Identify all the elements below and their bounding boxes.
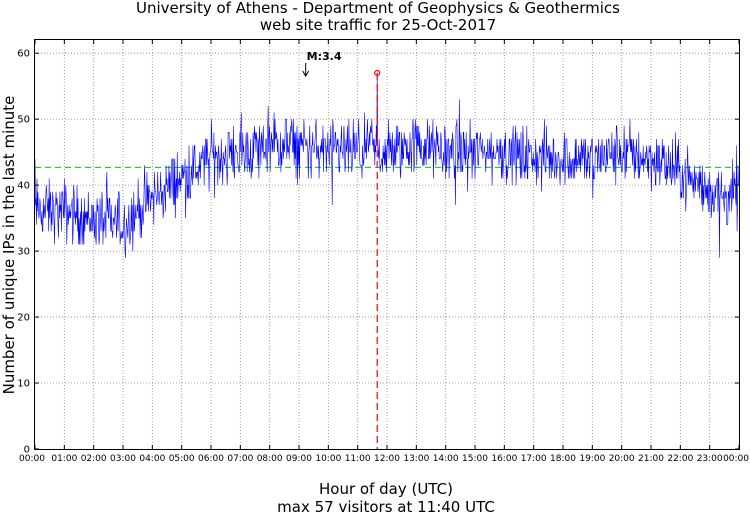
- plot-frame: [34, 39, 740, 450]
- x-tick-label: 04:00: [139, 454, 165, 464]
- y-tick-label: 40: [17, 181, 30, 192]
- x-tick-label: 05:00: [169, 454, 195, 464]
- x-tick-label: 13:00: [403, 454, 429, 464]
- x-tick-label: 14:00: [433, 454, 459, 464]
- y-tick-label: 50: [17, 115, 30, 126]
- x-tick-label: 21:00: [638, 454, 664, 464]
- chart-subtitle: web site traffic for 25-Oct-2017: [260, 16, 496, 34]
- x-tick-label: 23:00: [697, 454, 723, 464]
- data-series: [34, 72, 739, 258]
- x-tick-label: 15:00: [462, 454, 488, 464]
- max-point: [374, 69, 381, 77]
- annotation-arrow-head: [302, 70, 310, 77]
- x-tick-label: 10:00: [315, 454, 341, 464]
- chart-title: University of Athens - Department of Geo…: [136, 0, 620, 17]
- grid-lines: [35, 40, 739, 449]
- x-tick-label: 02:00: [81, 454, 107, 464]
- x-axis-sublabel: max 57 visitors at 11:40 UTC: [277, 498, 495, 515]
- x-tick-label: 17:00: [521, 454, 547, 464]
- x-tick-label: 16:00: [491, 454, 517, 464]
- y-tick-label: 0: [24, 445, 30, 456]
- x-tick-label: 19:00: [579, 454, 605, 464]
- x-axis-label: Hour of day (UTC): [319, 480, 453, 498]
- y-tick-label: 60: [17, 49, 30, 60]
- x-tick-label: 12:00: [374, 454, 400, 464]
- annotation: M:3.4: [302, 50, 342, 77]
- x-tick-label: 08:00: [257, 454, 283, 464]
- x-tick-label: 11:00: [345, 454, 371, 464]
- x-tick-label: 00:00: [19, 454, 45, 464]
- y-axis-label: Number of unique IPs in the last minute: [0, 96, 18, 395]
- annotation-label: M:3.4: [307, 50, 342, 63]
- x-tick-label: 00:00: [723, 454, 749, 464]
- x-axis-ticks: 00:00 01:00 02:00 03:00 04:00 05:00 06:00 07:00…: [19, 40, 749, 464]
- y-tick-label: 20: [17, 313, 30, 324]
- x-tick-label: 22:00: [667, 454, 693, 464]
- x-tick-label: 20:00: [609, 454, 635, 464]
- y-tick-label: 30: [17, 247, 30, 258]
- x-tick-label: 01:00: [51, 454, 77, 464]
- x-tick-label: 06:00: [198, 454, 224, 464]
- x-tick-label: 18:00: [550, 454, 576, 464]
- y-tick-label: 10: [17, 379, 30, 390]
- series-line: [34, 72, 739, 258]
- x-tick-label: 07:00: [227, 454, 253, 464]
- max-marker: [374, 69, 381, 449]
- x-tick-label: 03:00: [110, 454, 136, 464]
- x-tick-label: 09:00: [286, 454, 312, 464]
- y-axis-ticks: 0 10 20 30 40 50 60: [17, 49, 739, 456]
